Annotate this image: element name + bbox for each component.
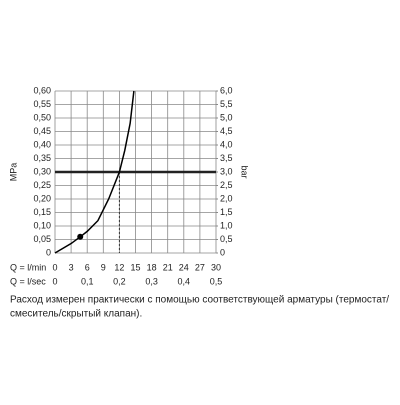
x-tick-label: 30 [211, 262, 221, 272]
y2-tick-label: 3,0 [220, 166, 233, 176]
y-tick-label: 0,30 [33, 166, 51, 176]
y2-tick-label: 5,0 [220, 112, 233, 122]
x-axis-label: Q = l/min [10, 262, 46, 272]
y-tick-label: 0 [46, 247, 51, 257]
y2-tick-label: 1,5 [220, 207, 233, 217]
marker [77, 233, 84, 240]
x2-tick-label: 0,4 [178, 276, 191, 286]
x-tick-label: 18 [147, 262, 157, 272]
x-tick-label: 21 [163, 262, 173, 272]
x2-tick-label: 0,3 [145, 276, 158, 286]
y2-tick-label: 6,0 [220, 85, 233, 95]
x2-tick-label: 0,1 [81, 276, 94, 286]
y2-tick-label: 1,0 [220, 220, 233, 230]
x-tick-label: 15 [130, 262, 140, 272]
x2-tick-label: 0 [52, 276, 57, 286]
y-tick-label: 0,15 [33, 207, 51, 217]
y-tick-label: 0,05 [33, 234, 51, 244]
y2-axis-label: bar [240, 165, 250, 178]
y-tick-label: 0,45 [33, 126, 51, 136]
x-tick-label: 3 [69, 262, 74, 272]
y-tick-label: 0,35 [33, 153, 51, 163]
y2-tick-label: 0 [220, 247, 225, 257]
y2-tick-label: 5,5 [220, 99, 233, 109]
x-tick-label: 6 [85, 262, 90, 272]
y2-tick-label: 0,5 [220, 234, 233, 244]
x-tick-label: 9 [101, 262, 106, 272]
x2-tick-label: 0,2 [113, 276, 126, 286]
y-tick-label: 0,55 [33, 99, 51, 109]
y-tick-label: 0,25 [33, 180, 51, 190]
y-tick-label: 0,20 [33, 193, 51, 203]
curve [54, 90, 135, 254]
y-axis-label: MPa [8, 163, 18, 182]
y2-tick-label: 3,5 [220, 153, 233, 163]
y2-tick-label: 2,5 [220, 180, 233, 190]
y2-tick-label: 4,5 [220, 126, 233, 136]
y-tick-label: 0,10 [33, 220, 51, 230]
y2-tick-label: 2,0 [220, 193, 233, 203]
y-tick-label: 0,40 [33, 139, 51, 149]
y-tick-label: 0,50 [33, 112, 51, 122]
y-tick-label: 0,60 [33, 85, 51, 95]
x2-tick-label: 0,5 [210, 276, 223, 286]
x-tick-label: 27 [195, 262, 205, 272]
x-tick-label: 24 [179, 262, 189, 272]
y2-tick-label: 4,0 [220, 139, 233, 149]
caption: смеситель/скрытый клапан). [10, 309, 142, 320]
x2-axis-label: Q = l/sec [10, 276, 46, 286]
x-tick-label: 12 [114, 262, 124, 272]
caption: Расход измерен практически с помощью соо… [10, 295, 389, 306]
x-tick-label: 0 [52, 262, 57, 272]
